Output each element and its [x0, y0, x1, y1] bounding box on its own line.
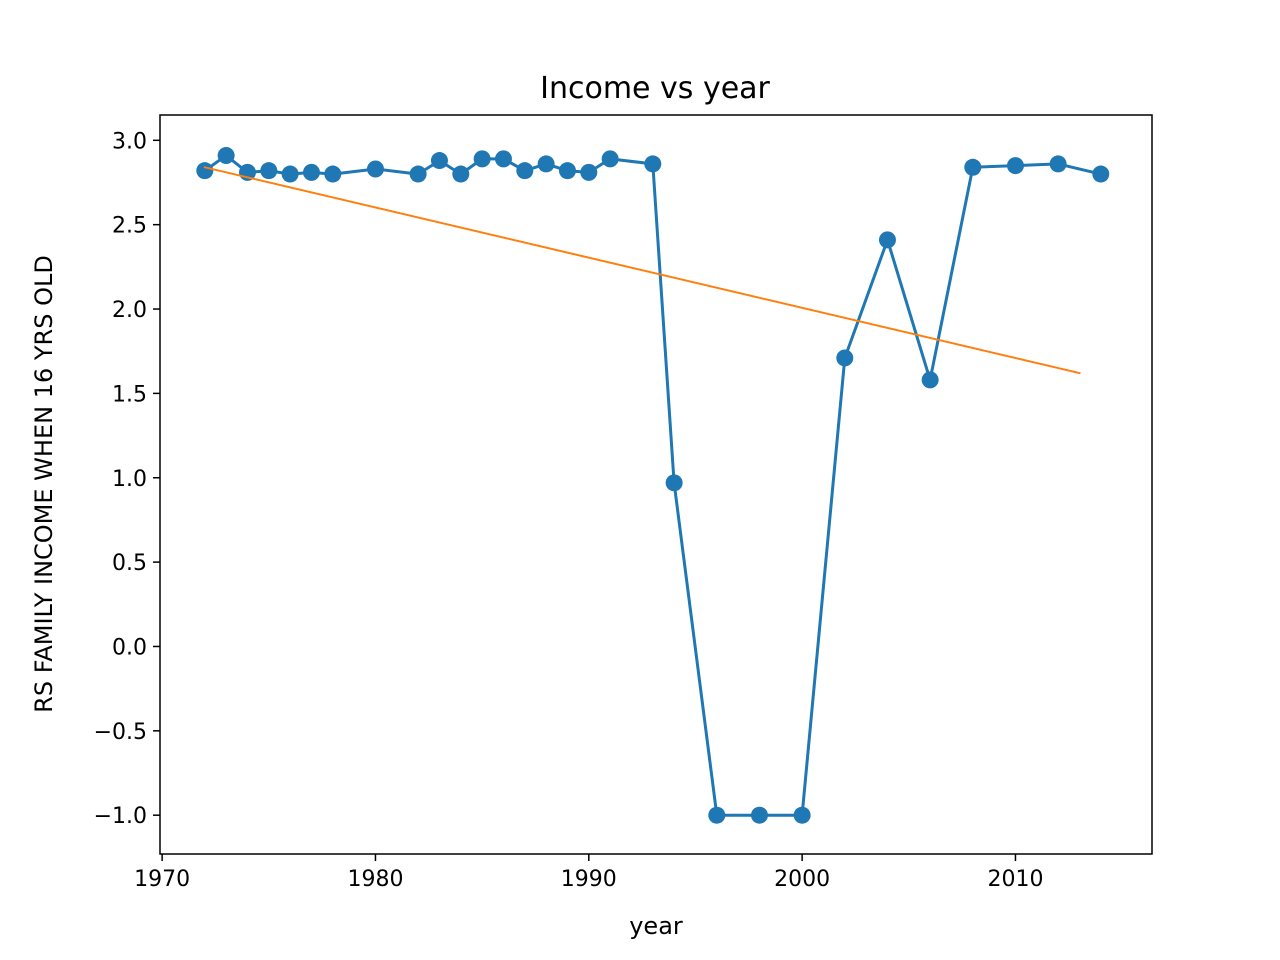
y-tick-label: 1.0: [112, 467, 147, 492]
data-point: [601, 150, 619, 168]
data-point: [1049, 155, 1067, 173]
x-axis: 1970 1980 1990 2000 2010: [134, 854, 1043, 892]
data-point: [494, 150, 512, 168]
data-point: [793, 806, 811, 824]
y-tick-label: 3.0: [112, 129, 147, 154]
data-point: [260, 162, 278, 180]
y-tick-label: −1.0: [94, 804, 147, 829]
data-point: [430, 152, 448, 170]
data-point: [409, 165, 427, 183]
data-point: [302, 163, 320, 181]
y-tick-label: 2.5: [112, 214, 147, 239]
x-tick-label: 2000: [774, 867, 830, 892]
data-point: [473, 150, 491, 168]
data-point: [558, 162, 576, 180]
y-tick-label: 1.5: [112, 382, 147, 407]
y-axis: −1.0 −0.5 0.0 0.5 1.0 1.5 2.0 2.5 3.0: [94, 129, 160, 829]
data-point: [324, 165, 342, 183]
data-point: [452, 165, 470, 183]
x-tick-label: 1970: [134, 867, 190, 892]
data-point: [644, 155, 662, 173]
data-point: [1006, 157, 1024, 175]
y-tick-label: 2.0: [112, 298, 147, 323]
data-point: [708, 806, 726, 824]
data-point: [366, 160, 384, 178]
data-point: [580, 163, 598, 181]
x-tick-label: 1990: [561, 867, 617, 892]
data-point: [665, 474, 683, 492]
y-tick-label: 0.5: [112, 551, 147, 576]
data-point: [537, 155, 555, 173]
data-point: [964, 158, 982, 176]
data-point: [878, 231, 896, 249]
data-point: [516, 162, 534, 180]
y-tick-label: −0.5: [94, 720, 147, 745]
series-line-trend: [203, 166, 1081, 375]
y-axis-label: RS FAMILY INCOME WHEN 16 YRS OLD: [30, 255, 58, 713]
data-point: [1092, 165, 1110, 183]
chart-title: Income vs year: [540, 71, 770, 106]
data-point: [921, 371, 939, 389]
data-point: [836, 349, 854, 367]
plot-area: [196, 146, 1110, 824]
y-tick-label: 0.0: [112, 635, 147, 660]
data-point: [217, 146, 235, 164]
data-point: [196, 162, 214, 180]
axes-frame: [159, 114, 1153, 855]
data-point: [281, 165, 299, 183]
x-tick-label: 2010: [987, 867, 1043, 892]
x-axis-label: year: [629, 912, 683, 940]
data-point: [750, 806, 768, 824]
x-tick-label: 1980: [347, 867, 403, 892]
